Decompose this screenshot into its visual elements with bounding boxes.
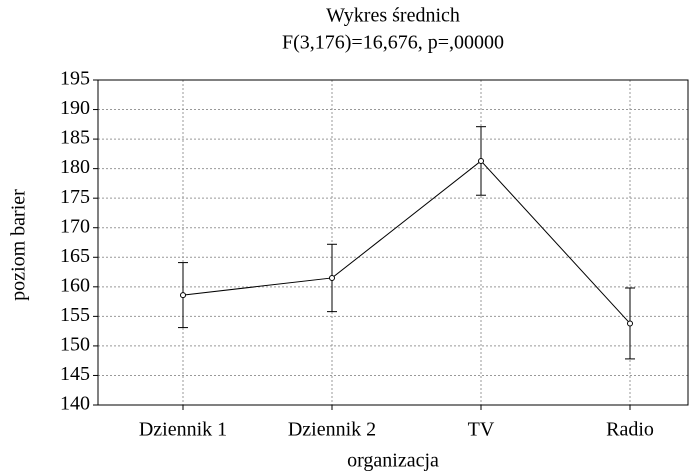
x-tick-label: Radio [606,419,654,441]
plot-frame [97,79,689,406]
y-axis-label: poziom barier [8,189,30,301]
point [478,157,484,164]
x-tick-label: Dziennik 2 [288,419,376,441]
y-tick-label: 155 [60,304,90,326]
y-tick-label: 175 [60,186,90,208]
chart-subtitle: F(3,176)=16,676, p=,00000 [282,32,504,54]
x-tick-label: TV [468,419,495,441]
y-tick-label: 140 [60,393,90,415]
x-tick-label: Dziennik 1 [139,419,227,441]
y-tick-label: 180 [60,156,90,178]
y-tick-label: 165 [60,245,90,267]
y-tick-label: 185 [60,127,90,149]
point [329,274,335,281]
point [180,292,186,299]
y-tick-label: 170 [60,215,90,237]
y-tick-label: 195 [60,68,90,90]
y-tick-label: 190 [60,97,90,119]
x-axis-label: organizacja [347,450,439,472]
y-tick-label: 150 [60,334,90,356]
line [182,160,631,324]
point [627,320,633,327]
y-tick-label: 160 [60,274,90,296]
chart-title: Wykres średnich [326,5,460,27]
y-tick-label: 145 [60,363,90,385]
